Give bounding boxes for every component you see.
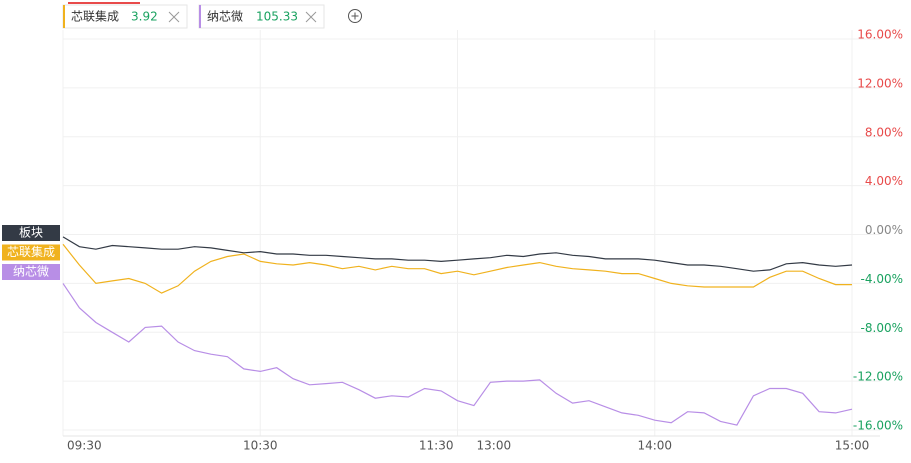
series-tag-label: 板块 [19,226,43,240]
legend-name: 纳芯微 [207,10,243,24]
series-tag-label: 芯联集成 [7,244,55,259]
x-tick-label: 15:00 [835,439,870,453]
legend-name: 芯联集成 [71,9,119,24]
y-tick-label: 0.00% [865,223,903,237]
series-tag-label: 纳芯微 [13,265,49,279]
add-button[interactable] [348,9,362,23]
y-tick-label: -4.00% [861,272,903,286]
x-tick-label: 10:30 [243,439,278,453]
series-line [62,236,853,272]
legend-color [63,5,65,28]
x-tick-label: 09:30 [67,439,102,453]
close-icon[interactable] [168,11,180,23]
legend-color [199,5,201,28]
y-tick-label: 12.00% [857,76,903,90]
series-tag [2,225,60,241]
series-line [62,243,852,294]
y-tick-label: 16.00% [857,28,903,42]
x-tick-label: 13:00 [477,439,512,453]
close-icon[interactable] [305,11,317,23]
y-tick-label: -8.00% [861,321,903,335]
y-tick-label: 8.00% [865,125,903,139]
y-tick-label: 4.00% [865,174,903,188]
y-tick-label: -12.00% [853,370,903,384]
legend-price: 3.92 [131,10,158,24]
x-tick-label: 14:00 [637,439,672,453]
x-tick-label: 11:30 [419,439,454,453]
series-tag [2,264,60,280]
series-tag [2,244,60,261]
y-tick-label: -16.00% [853,419,903,433]
legend-price: 105.33 [256,10,298,24]
series-line [62,283,853,426]
